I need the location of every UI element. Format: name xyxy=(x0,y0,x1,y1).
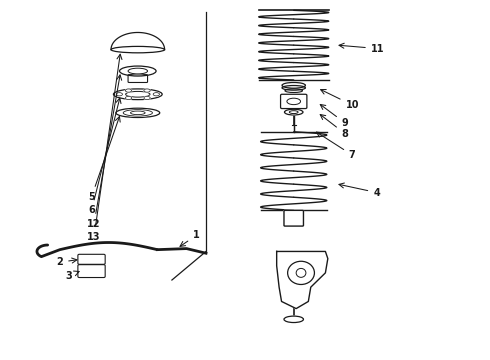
Ellipse shape xyxy=(285,109,303,115)
FancyBboxPatch shape xyxy=(78,254,105,264)
Text: 1: 1 xyxy=(180,230,199,246)
Ellipse shape xyxy=(125,91,150,97)
FancyBboxPatch shape xyxy=(128,75,147,82)
Polygon shape xyxy=(111,32,165,50)
Ellipse shape xyxy=(144,96,150,100)
Ellipse shape xyxy=(282,86,305,90)
Text: 3: 3 xyxy=(65,271,79,281)
Ellipse shape xyxy=(125,89,132,92)
Text: 12: 12 xyxy=(87,75,122,229)
Ellipse shape xyxy=(116,93,122,96)
Ellipse shape xyxy=(128,68,147,74)
FancyBboxPatch shape xyxy=(281,94,307,109)
Ellipse shape xyxy=(116,108,160,117)
Ellipse shape xyxy=(285,89,302,93)
Ellipse shape xyxy=(130,111,145,114)
Ellipse shape xyxy=(288,261,315,284)
Ellipse shape xyxy=(153,93,159,96)
Ellipse shape xyxy=(123,110,152,116)
Polygon shape xyxy=(277,251,328,309)
Ellipse shape xyxy=(144,89,150,92)
Ellipse shape xyxy=(289,111,298,113)
Text: 6: 6 xyxy=(88,98,121,215)
Ellipse shape xyxy=(125,96,132,100)
Text: 9: 9 xyxy=(320,104,348,128)
Ellipse shape xyxy=(114,89,162,100)
Ellipse shape xyxy=(284,316,303,323)
Ellipse shape xyxy=(282,82,305,88)
Ellipse shape xyxy=(111,46,165,53)
Text: 4: 4 xyxy=(339,183,380,198)
Ellipse shape xyxy=(287,98,300,105)
Text: 8: 8 xyxy=(320,114,348,139)
FancyBboxPatch shape xyxy=(78,265,105,278)
Text: 10: 10 xyxy=(320,90,359,110)
FancyBboxPatch shape xyxy=(284,210,303,226)
Text: 11: 11 xyxy=(339,43,384,54)
Ellipse shape xyxy=(120,66,156,76)
Text: 13: 13 xyxy=(87,54,122,242)
Ellipse shape xyxy=(296,269,306,277)
Text: 5: 5 xyxy=(88,117,120,202)
Text: 2: 2 xyxy=(56,257,77,267)
Text: 7: 7 xyxy=(317,132,356,160)
